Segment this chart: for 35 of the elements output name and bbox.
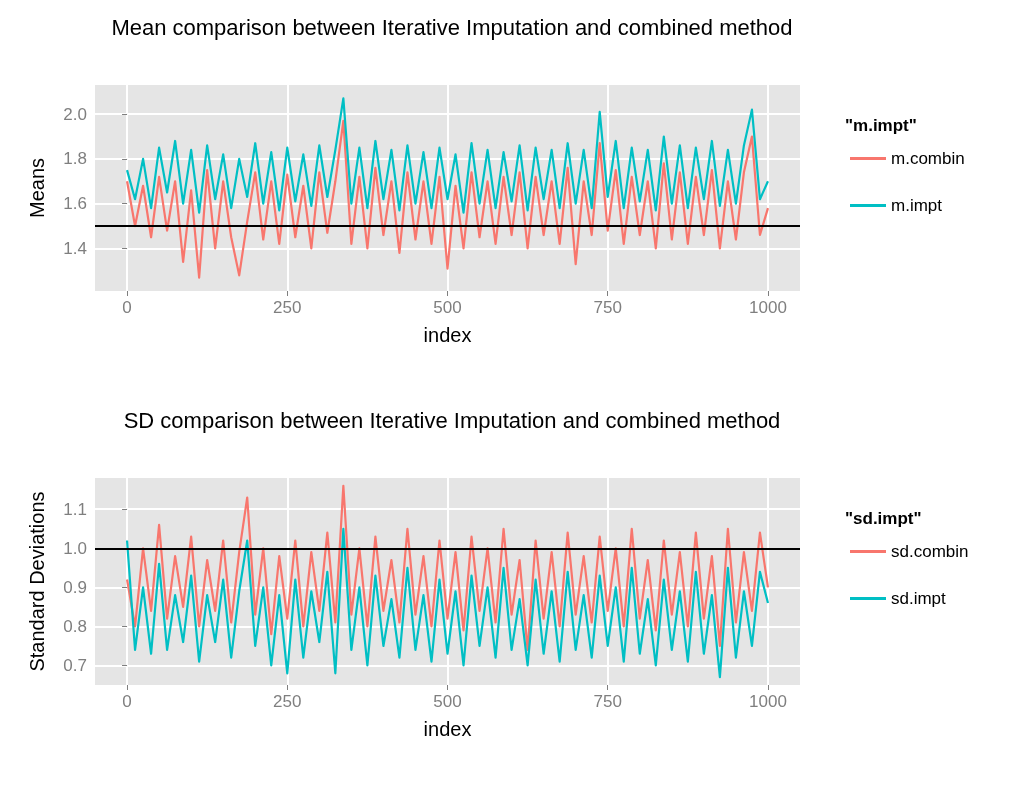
- x-tick-label: 750: [593, 692, 622, 711]
- chart-title: Mean comparison between Iterative Imputation and combined method: [111, 14, 793, 40]
- y-tick-label: 1.4: [63, 238, 87, 258]
- legend-title: "m.impt": [845, 116, 917, 135]
- y-tick-label: 1.8: [63, 149, 87, 169]
- line-series: [125, 484, 770, 651]
- legend-label: sd.combin: [891, 542, 969, 561]
- y-tick-label: 0.7: [63, 655, 87, 675]
- y-tick-label: 2.0: [63, 104, 87, 124]
- y-tick-label: 0.8: [63, 616, 87, 636]
- x-tick-label: 750: [593, 298, 622, 317]
- x-tick-label: 250: [273, 298, 302, 317]
- legend-title: "sd.impt": [845, 509, 922, 528]
- legend-label: sd.impt: [891, 589, 947, 608]
- x-tick-label: 0: [122, 298, 132, 317]
- line-series: [125, 527, 770, 679]
- line-series: [125, 97, 770, 214]
- x-axis-title: index: [423, 718, 472, 740]
- x-tick-label: 1000: [749, 692, 787, 711]
- x-tick-label: 0: [122, 692, 132, 711]
- x-axis-title: index: [423, 324, 472, 346]
- y-tick-label: 1.1: [63, 499, 87, 519]
- y-tick-label: 0.9: [63, 577, 87, 597]
- legend-label: m.impt: [891, 196, 943, 215]
- line-series: [125, 119, 770, 279]
- y-axis-title: Standard Deviations: [26, 491, 48, 672]
- x-tick-label: 500: [433, 692, 462, 711]
- x-tick-label: 500: [433, 298, 462, 317]
- chart-title: SD comparison between Iterative Imputation and combined method: [123, 407, 781, 433]
- y-axis-title: Means: [26, 157, 48, 219]
- x-tick-label: 1000: [749, 298, 787, 317]
- y-tick-label: 1.6: [63, 194, 87, 214]
- y-tick-label: 1.0: [63, 538, 87, 558]
- legend-label: m.combin: [891, 149, 965, 168]
- x-tick-label: 250: [273, 692, 302, 711]
